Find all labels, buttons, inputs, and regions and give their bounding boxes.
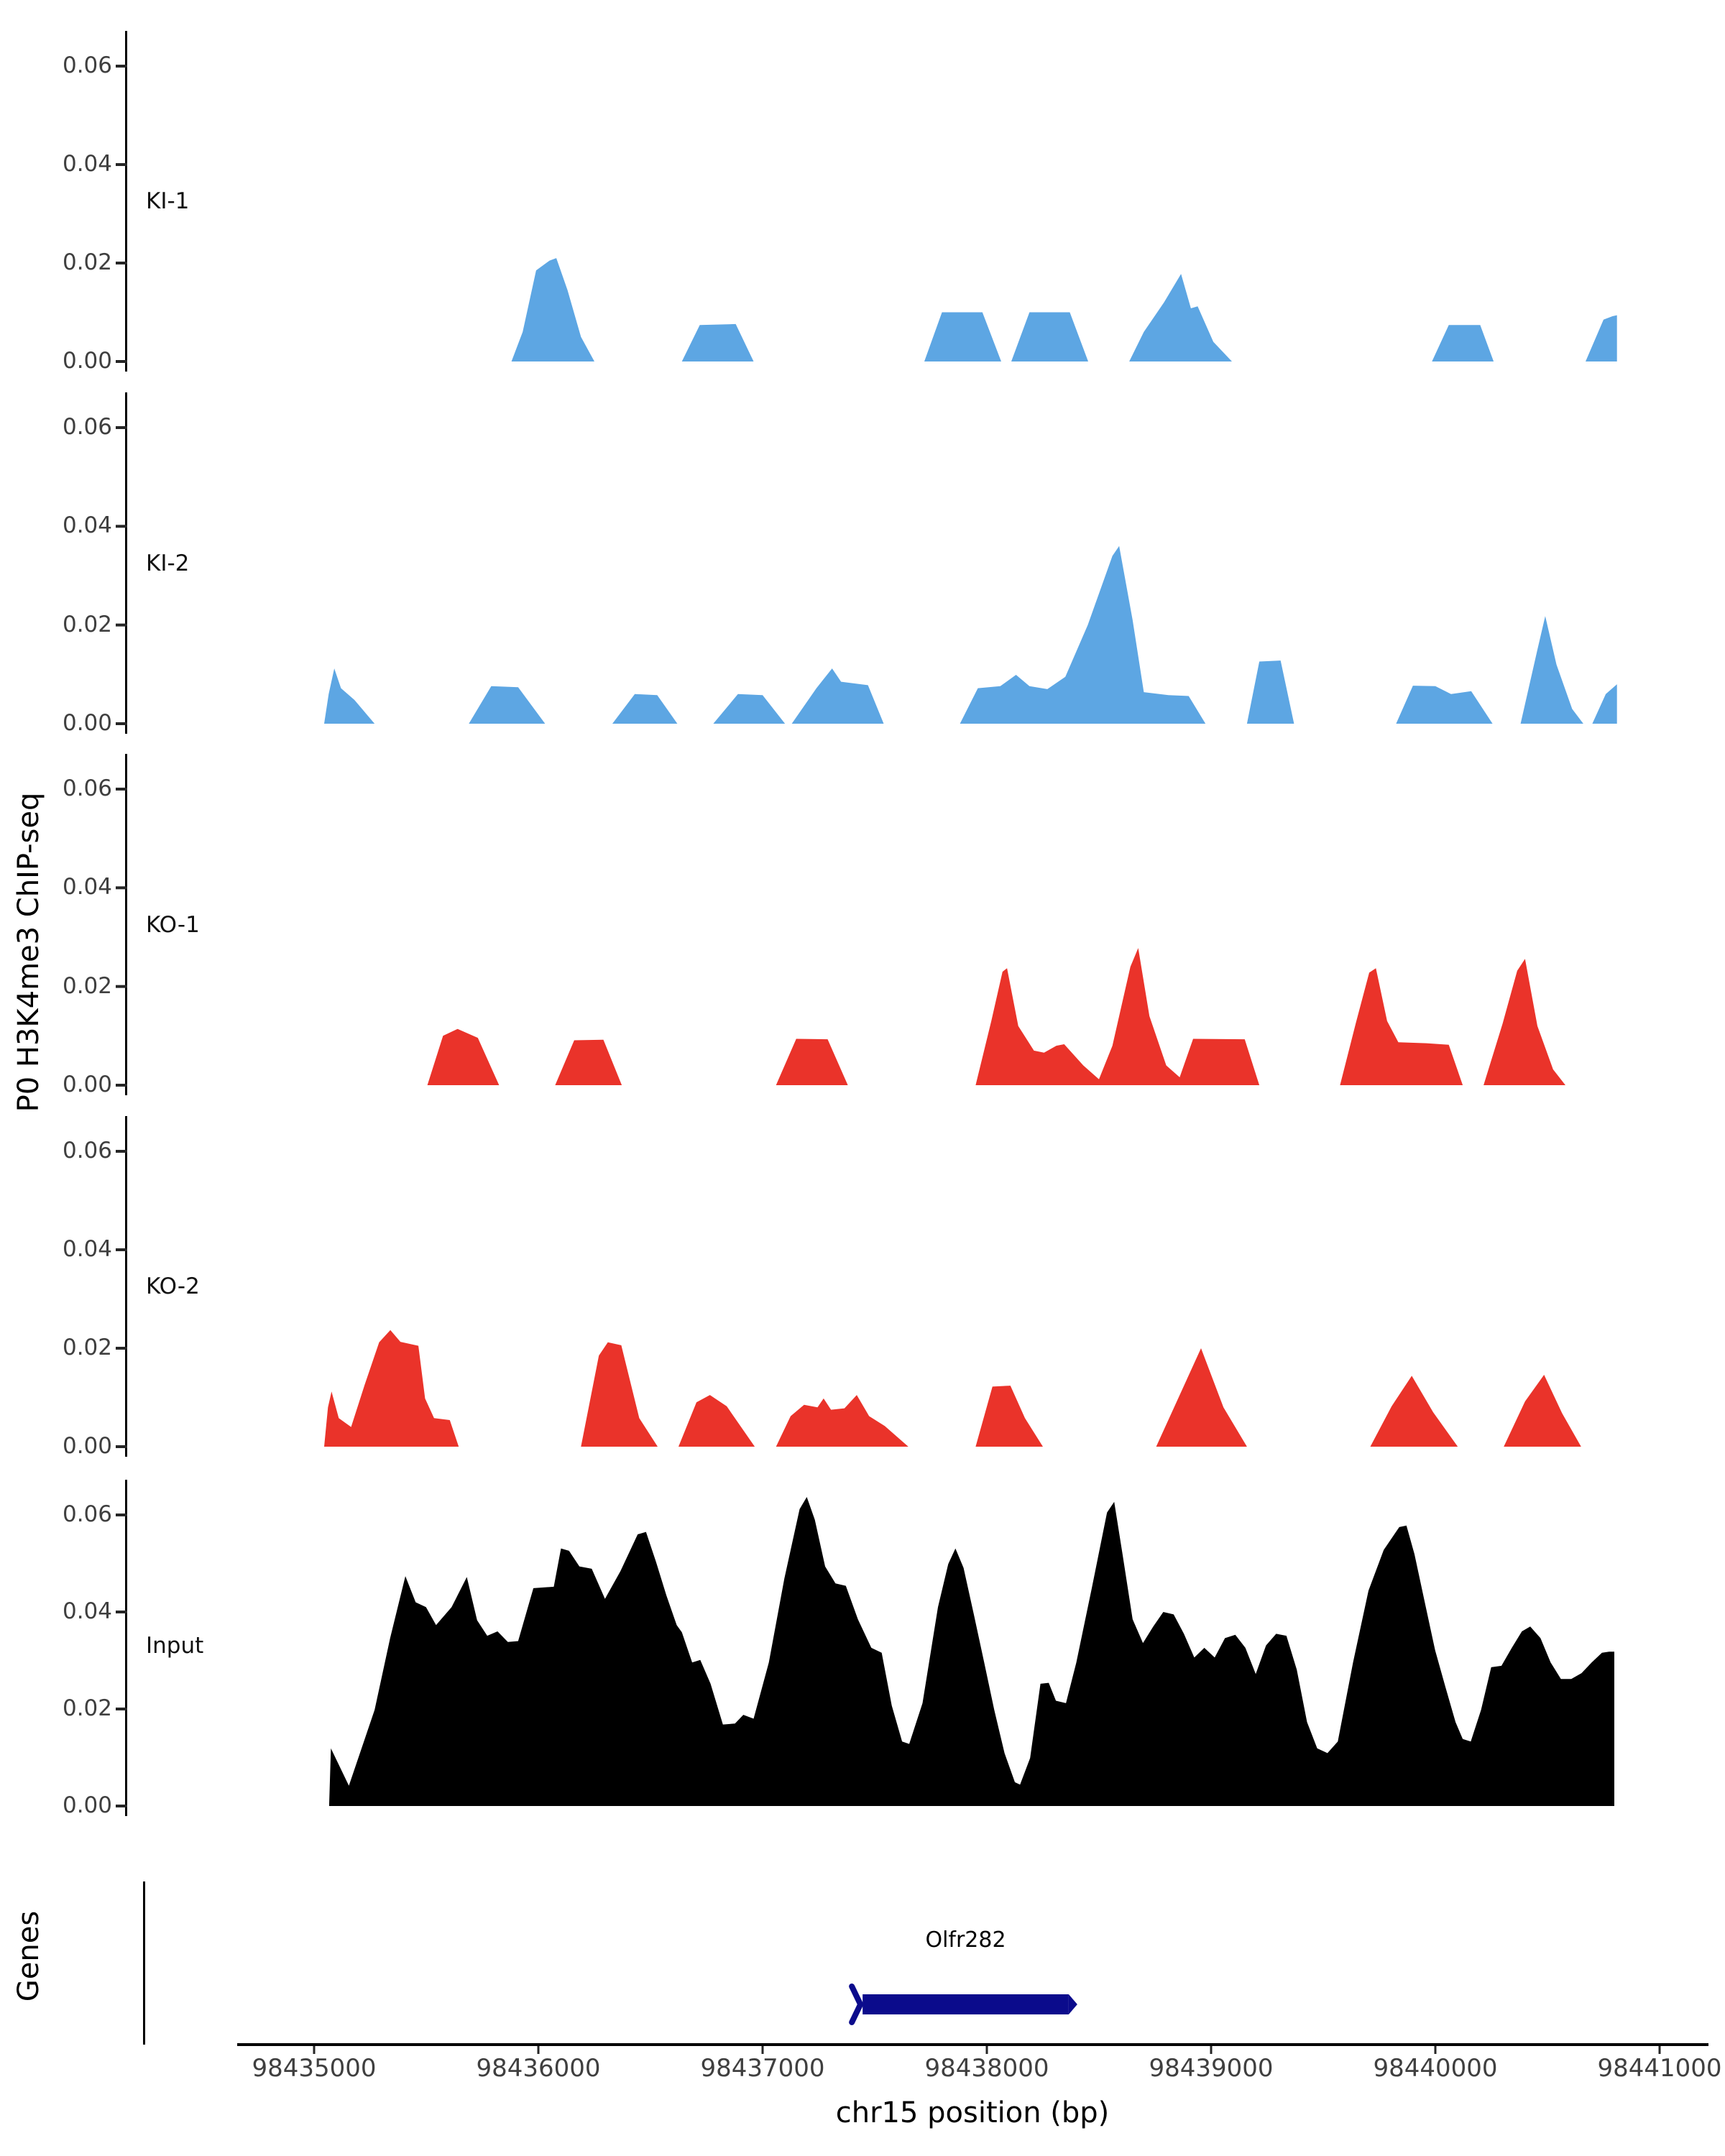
y-axis-tick (116, 722, 127, 725)
y-axis-tick (116, 788, 127, 791)
y-tick-label: 0.00 (62, 1433, 112, 1459)
x-tick-label: 98441000 (1597, 2054, 1722, 2083)
x-tick-label: 98440000 (1373, 2054, 1498, 2083)
gene-body (862, 1994, 1069, 2014)
y-axis-tick (116, 163, 127, 166)
y-tick-label: 0.06 (62, 414, 112, 440)
y-tick-label: 0.02 (62, 972, 112, 999)
track-label: KI-1 (146, 188, 190, 214)
y-tick-label: 0.06 (62, 52, 112, 78)
x-axis-tick (1210, 2046, 1213, 2054)
x-axis-tick (1658, 2046, 1661, 2054)
y-axis-tick (116, 1611, 127, 1613)
y-tick-label: 0.04 (62, 1236, 112, 1262)
y-axis-tick (116, 1805, 127, 1807)
y-tick-label: 0.06 (62, 1138, 112, 1164)
x-tick-label: 98436000 (476, 2054, 601, 2083)
y-axis-tick (116, 886, 127, 890)
y-tick-label: 0.00 (62, 1792, 112, 1818)
x-axis-tick (537, 2046, 540, 2054)
gene-arrow-tip (1068, 1994, 1077, 2014)
y-tick-label: 0.04 (62, 1598, 112, 1624)
y-axis-spine (125, 31, 127, 372)
track-label: KI-2 (146, 550, 190, 576)
x-tick-label: 98438000 (924, 2054, 1049, 2083)
y-axis-tick (116, 1708, 127, 1710)
x-axis-tick (761, 2046, 764, 2054)
y-axis-tick (116, 360, 127, 363)
signal-area-ko-2 (324, 1330, 1581, 1447)
track-label: KO-1 (146, 912, 200, 938)
signal-area-ko-1 (427, 948, 1565, 1085)
y-axis-tick (116, 623, 127, 627)
y-axis-tick (116, 426, 127, 429)
y-tick-label: 0.04 (62, 874, 112, 900)
y-tick-label: 0.02 (62, 1695, 112, 1721)
y-tick-label: 0.02 (62, 1335, 112, 1360)
gene-strand-chevron (849, 1984, 864, 2025)
y-tick-label: 0.00 (62, 1072, 112, 1097)
genes-axis-spine (143, 1881, 145, 2045)
y-axis-spine (125, 1116, 127, 1457)
signal-area-ki-1 (329, 258, 1617, 361)
y-tick-label: 0.06 (62, 1501, 112, 1527)
y-tick-label: 0.04 (62, 151, 112, 177)
y-axis-tick (116, 1347, 127, 1350)
y-tick-label: 0.02 (62, 249, 112, 275)
x-axis-title: chr15 position (bp) (835, 2096, 1110, 2129)
y-axis-tick (116, 65, 127, 68)
y-axis-tick (116, 1150, 127, 1153)
y-tick-label: 0.04 (62, 512, 112, 539)
x-tick-label: 98439000 (1149, 2054, 1274, 2083)
x-tick-label: 98437000 (700, 2054, 825, 2083)
signal-area-input (328, 1497, 1614, 1806)
track-label: KO-2 (146, 1273, 200, 1299)
y-axis-tick (116, 985, 127, 988)
y-tick-label: 0.02 (62, 611, 112, 637)
y-axis-spine (125, 392, 127, 734)
y-axis-spine (125, 1480, 127, 1816)
y-tick-label: 0.06 (62, 775, 112, 801)
gene-label: Olfr282 (925, 1927, 1006, 1953)
y-axis-spine (125, 754, 127, 1095)
y-axis-tick (116, 525, 127, 528)
x-tick-label: 98435000 (252, 2054, 377, 2083)
y-axis-tick (116, 1514, 127, 1516)
y-tick-label: 0.00 (62, 710, 112, 736)
y-axis-tick (116, 1248, 127, 1251)
y-axis-tick (116, 1084, 127, 1087)
genes-axis-title: Genes (12, 1910, 45, 2002)
x-axis-line (237, 2043, 1708, 2046)
x-axis-tick (985, 2046, 988, 2054)
signal-area-ki-2 (324, 545, 1617, 724)
x-axis-tick (313, 2046, 316, 2054)
x-axis-tick (1434, 2046, 1437, 2054)
track-label: Input (146, 1633, 204, 1659)
y-tick-label: 0.00 (62, 348, 112, 374)
y-axis-tick (116, 1445, 127, 1448)
y-axis-tick (116, 262, 127, 264)
